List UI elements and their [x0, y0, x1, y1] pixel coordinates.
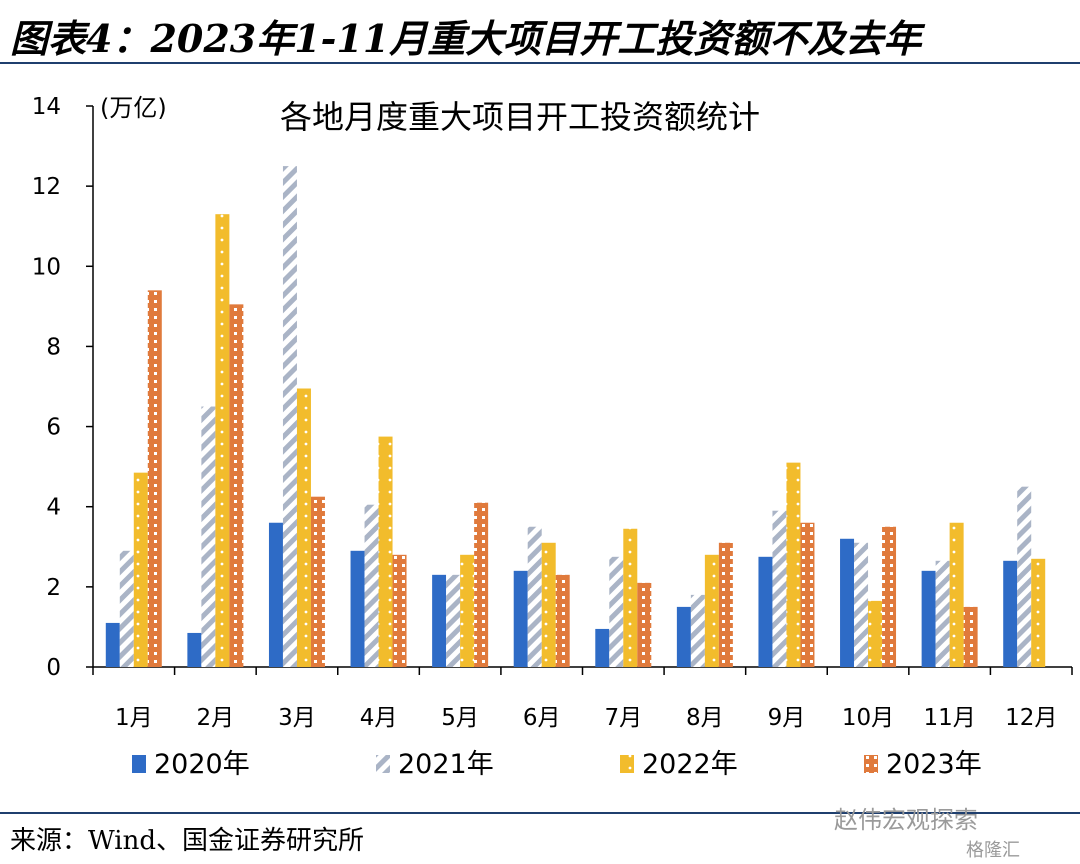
y-tick-label: 2 — [46, 575, 61, 601]
source-rule — [0, 812, 1080, 814]
y-tick-label: 12 — [32, 174, 61, 200]
bar-2023年-7月 — [637, 582, 652, 667]
bar-2020年-2月 — [187, 632, 202, 667]
bar-2020年-4月 — [350, 550, 365, 667]
bar-2020年-8月 — [676, 606, 691, 667]
bar-2022年-2月 — [215, 214, 230, 667]
legend-label: 2023年 — [886, 749, 982, 780]
bar-2021年-3月 — [282, 166, 297, 667]
legend-label: 2020年 — [154, 749, 250, 780]
bar-2021年-5月 — [446, 574, 461, 667]
y-axis-unit-label: (万亿) — [100, 94, 167, 122]
x-tick-label: 2月 — [197, 705, 235, 731]
bar-2022年-10月 — [868, 600, 883, 667]
title-rule — [0, 62, 1080, 64]
bar-2023年-1月 — [147, 290, 162, 667]
bar-2020年-12月 — [1003, 560, 1018, 667]
figure-title: 图表4：2023年1-11月重大项目开工投资额不及去年 — [10, 16, 922, 61]
bar-2021年-9月 — [772, 510, 787, 667]
chart-axes: 0 2 4 6 8 10 12 14 1月 2月 3月 4月 5月 6月 7月 8月 9月 10月 11月 12月 — [32, 94, 1073, 731]
bar-2021年-4月 — [364, 504, 379, 667]
bar-2021年-6月 — [527, 526, 542, 667]
bar-2022年-1月 — [133, 472, 148, 667]
source-note: 来源：Wind、国金证券研究所 — [10, 826, 364, 856]
bar-2022年-6月 — [541, 542, 556, 667]
legend-swatch — [864, 755, 878, 773]
bar-2020年-3月 — [268, 522, 283, 667]
bar-2023年-8月 — [718, 542, 733, 667]
legend-swatch — [132, 755, 146, 773]
bar-2023年-9月 — [800, 522, 815, 667]
bar-2020年-7月 — [595, 628, 610, 667]
bar-2023年-3月 — [310, 496, 325, 667]
chart-bars — [105, 166, 1046, 667]
legend-swatch — [620, 755, 634, 773]
x-tick-label: 1月 — [115, 705, 153, 731]
bar-2020年-1月 — [105, 622, 120, 667]
bar-2023年-2月 — [229, 304, 244, 667]
bar-2023年-6月 — [555, 574, 570, 667]
watermark-brand: 格隆汇 — [966, 840, 1020, 861]
legend-label: 2022年 — [642, 749, 738, 780]
y-tick-label: 14 — [32, 94, 61, 120]
x-tick-label: 11月 — [923, 705, 975, 731]
x-tick-label: 12月 — [1005, 705, 1057, 731]
legend-swatch — [376, 755, 390, 773]
bar-2021年-1月 — [119, 550, 134, 667]
bar-2023年-5月 — [474, 502, 489, 667]
y-tick-label: 10 — [32, 254, 61, 280]
bar-2020年-6月 — [513, 570, 528, 667]
x-tick-label: 9月 — [768, 705, 806, 731]
y-tick-label: 6 — [46, 415, 61, 441]
bar-2022年-12月 — [1031, 558, 1046, 667]
x-tick-label: 3月 — [278, 705, 316, 731]
bar-2020年-11月 — [921, 570, 936, 667]
bar-2023年-4月 — [392, 554, 407, 667]
y-tick-label: 0 — [46, 655, 61, 681]
x-tick-label: 6月 — [523, 705, 561, 731]
x-tick-label: 7月 — [604, 705, 642, 731]
bar-2023年-10月 — [882, 526, 897, 667]
bar-2022年-4月 — [378, 436, 393, 667]
chart-title: 各地月度重大项目开工投资额统计 — [280, 98, 760, 136]
bar-2020年-9月 — [758, 556, 773, 667]
x-tick-label: 10月 — [842, 705, 894, 731]
bar-2021年-7月 — [609, 556, 624, 667]
chart-legend: 2020年 2021年 2022年 2023年 — [132, 749, 982, 780]
bar-2022年-9月 — [786, 462, 801, 667]
bar-2022年-5月 — [460, 554, 475, 667]
bar-2022年-3月 — [296, 388, 311, 667]
bar-2022年-7月 — [623, 528, 638, 667]
bar-chart: 0 2 4 6 8 10 12 14 1月 2月 3月 4月 5月 6月 7月 8月 9月 10月 11月 12月 各… — [32, 94, 1073, 780]
y-tick-label: 4 — [46, 495, 61, 521]
bar-2022年-8月 — [704, 554, 719, 667]
x-tick-label: 8月 — [686, 705, 724, 731]
bar-2021年-2月 — [201, 406, 216, 667]
bar-2023年-11月 — [963, 606, 978, 667]
bar-2020年-10月 — [840, 538, 855, 667]
bar-2021年-12月 — [1017, 486, 1032, 667]
watermark-text: 赵伟宏观探索 — [834, 806, 978, 834]
legend-label: 2021年 — [398, 749, 494, 780]
bar-2021年-10月 — [854, 542, 869, 667]
bar-2022年-11月 — [949, 522, 964, 667]
y-tick-label: 8 — [46, 334, 61, 360]
x-tick-label: 5月 — [441, 705, 479, 731]
bar-2021年-11月 — [935, 560, 950, 667]
x-tick-label: 4月 — [360, 705, 398, 731]
bar-2020年-5月 — [432, 574, 447, 667]
bar-2021年-8月 — [690, 594, 705, 667]
